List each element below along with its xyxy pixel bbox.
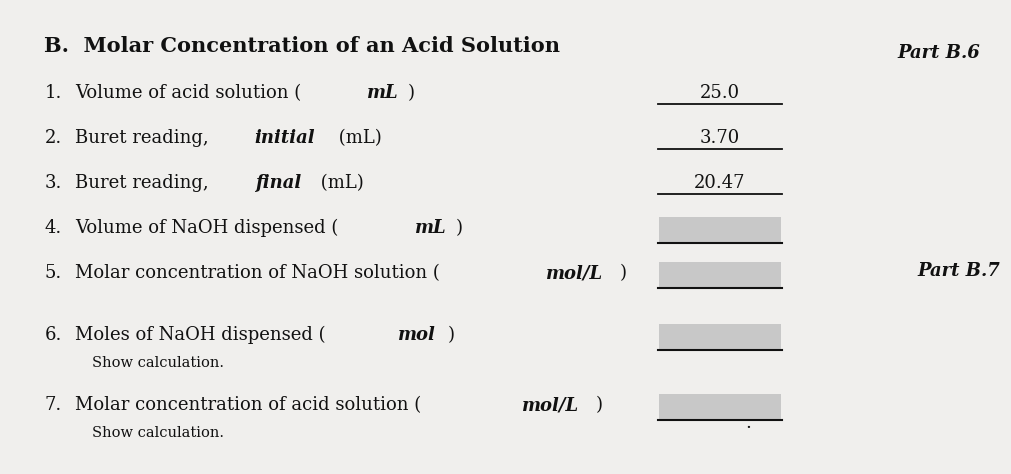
Text: 7.: 7. xyxy=(44,396,62,414)
Text: Part B.6: Part B.6 xyxy=(897,44,980,62)
Text: ): ) xyxy=(620,264,627,282)
Text: mol: mol xyxy=(398,326,437,344)
Text: 3.: 3. xyxy=(44,174,62,192)
Text: Moles of NaOH dispensed (: Moles of NaOH dispensed ( xyxy=(75,326,326,344)
Text: 25.0: 25.0 xyxy=(700,84,740,102)
Text: 5.: 5. xyxy=(44,264,62,282)
Text: B.  Molar Concentration of an Acid Solution: B. Molar Concentration of an Acid Soluti… xyxy=(44,36,560,56)
Text: ): ) xyxy=(456,219,463,237)
Text: Show calculation.: Show calculation. xyxy=(92,356,224,370)
Text: initial: initial xyxy=(255,129,315,147)
Text: mol/L: mol/L xyxy=(522,396,579,414)
Text: mL: mL xyxy=(415,219,447,237)
Text: Show calculation.: Show calculation. xyxy=(92,426,224,440)
Text: (mL): (mL) xyxy=(333,129,382,147)
Bar xyxy=(659,394,782,420)
Bar xyxy=(659,217,782,243)
Text: ): ) xyxy=(407,84,415,102)
Text: (mL): (mL) xyxy=(314,174,363,192)
Text: mol/L: mol/L xyxy=(546,264,603,282)
Text: Volume of acid solution (: Volume of acid solution ( xyxy=(75,84,301,102)
Text: Part B.7: Part B.7 xyxy=(917,262,1000,280)
Text: 3.70: 3.70 xyxy=(700,129,740,147)
Text: ): ) xyxy=(595,396,603,414)
Text: 1.: 1. xyxy=(44,84,62,102)
Text: Molar concentration of acid solution (: Molar concentration of acid solution ( xyxy=(75,396,422,414)
Bar xyxy=(659,262,782,288)
Text: mL: mL xyxy=(367,84,398,102)
Text: 2.: 2. xyxy=(44,129,62,147)
Text: Buret reading,: Buret reading, xyxy=(75,174,214,192)
Text: ): ) xyxy=(447,326,454,344)
Text: 20.47: 20.47 xyxy=(695,174,746,192)
Text: final: final xyxy=(255,174,301,192)
Text: .: . xyxy=(745,414,751,432)
Text: Volume of NaOH dispensed (: Volume of NaOH dispensed ( xyxy=(75,219,339,237)
Bar xyxy=(659,324,782,350)
Text: Buret reading,: Buret reading, xyxy=(75,129,214,147)
Text: 6.: 6. xyxy=(44,326,62,344)
Text: Molar concentration of NaOH solution (: Molar concentration of NaOH solution ( xyxy=(75,264,440,282)
Text: 4.: 4. xyxy=(44,219,62,237)
